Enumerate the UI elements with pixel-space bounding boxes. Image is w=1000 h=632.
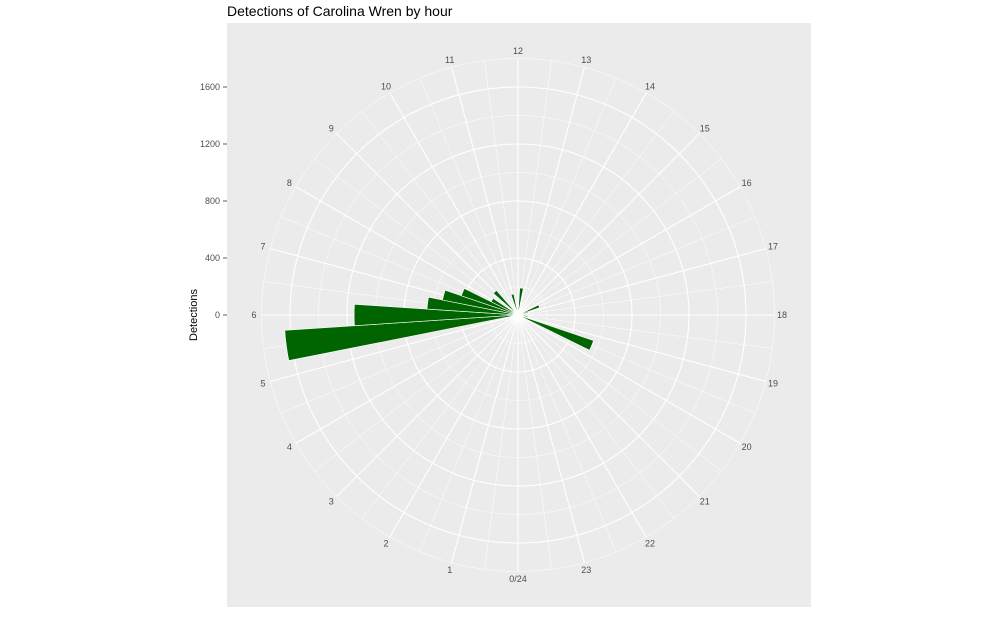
grid-spoke [389,92,519,316]
grid-spoke [517,111,675,316]
grid-spoke [295,186,519,316]
grid-spoke [517,60,552,316]
grid-spoke [419,77,519,316]
hour-label: 18 [777,310,787,320]
hour-label: 23 [581,565,591,575]
chart-title: Detections of Carolina Wren by hour [227,3,453,19]
hour-label: 16 [742,178,752,188]
hour-label: 14 [645,81,655,91]
grid-spoke [517,158,722,316]
grid-spoke [389,314,519,538]
bar-hour-7.5 [460,288,519,316]
hour-label: 9 [329,123,334,133]
hour-label: 11 [445,55,454,65]
hour-label: 7 [260,242,265,252]
hour-label: 15 [700,123,710,133]
y-tick-label: 1200 [200,139,220,149]
y-axis-title: Detections [188,289,200,341]
hour-label: 4 [287,442,292,452]
bar-hour-8 [490,297,519,316]
hour-label: 19 [768,378,778,388]
grid-spoke [336,133,519,316]
grid-spoke [517,314,773,349]
grid-spoke [517,314,722,472]
hour-label: 10 [381,81,391,91]
grid-spoke [517,186,741,316]
bar-hour-16.5 [517,304,540,316]
grid-spoke [295,314,519,444]
grid-spoke [517,314,617,553]
grid-spoke [517,216,756,316]
grid-spoke [270,314,519,382]
bar-hour-17 [517,311,529,316]
grid-spoke [336,314,519,497]
grid-spoke [517,133,700,316]
grid-spoke [517,77,617,316]
grid-spoke [517,314,585,563]
hour-label: 8 [287,178,292,188]
grid-spoke [280,314,519,414]
hour-label: 3 [329,497,334,507]
hour-label: 1 [447,565,452,575]
grid-spoke [314,314,519,472]
bar-hour-19.5 [517,314,594,351]
grid-spoke [517,314,647,538]
bar-hour-12.5 [517,287,524,316]
bar-hour-18.5 [517,314,529,318]
grid-spoke [314,158,519,316]
grid-spoke [517,314,741,444]
y-axis: 0 400 800 1200 1600 [200,82,227,320]
bar-hour-5.5 [284,314,519,361]
hour-label-layer: 0/24123456789101112131415161718192021222… [251,46,787,584]
hour-label: 13 [581,55,591,65]
grid-spoke [517,281,773,316]
hour-label: 2 [383,539,388,549]
bar-layer [284,287,594,361]
grid-spoke [484,314,519,570]
y-tick-label: 400 [205,253,220,263]
y-tick-label: 800 [205,196,220,206]
hour-label: 22 [645,539,655,549]
y-tick-label: 1600 [200,82,220,92]
grid-spoke [517,314,552,570]
grid-spoke [517,67,585,316]
grid-spoke [361,111,519,316]
grid-spoke [361,314,519,519]
grid-spoke [517,248,766,316]
hour-label: 0/24 [509,574,527,584]
grid-spoke [517,92,647,316]
hour-label: 17 [768,242,778,252]
grid-spoke [451,314,519,563]
hour-label: 6 [251,310,256,320]
grid-spoke [451,67,519,316]
grid-spoke [484,60,519,316]
bar-hour-11 [510,293,519,316]
hour-label: 20 [742,442,752,452]
y-tick-label: 0 [215,310,220,320]
bar-hour-9 [492,289,519,316]
grid-spoke [419,314,519,553]
hour-label: 21 [700,497,710,507]
hour-label: 5 [260,378,265,388]
grid-layer [261,58,775,572]
hour-label: 12 [513,46,523,56]
grid-spoke [517,314,675,519]
bar-hour-6 [353,303,519,327]
grid-spoke [517,314,766,382]
grid-spoke [517,314,700,497]
